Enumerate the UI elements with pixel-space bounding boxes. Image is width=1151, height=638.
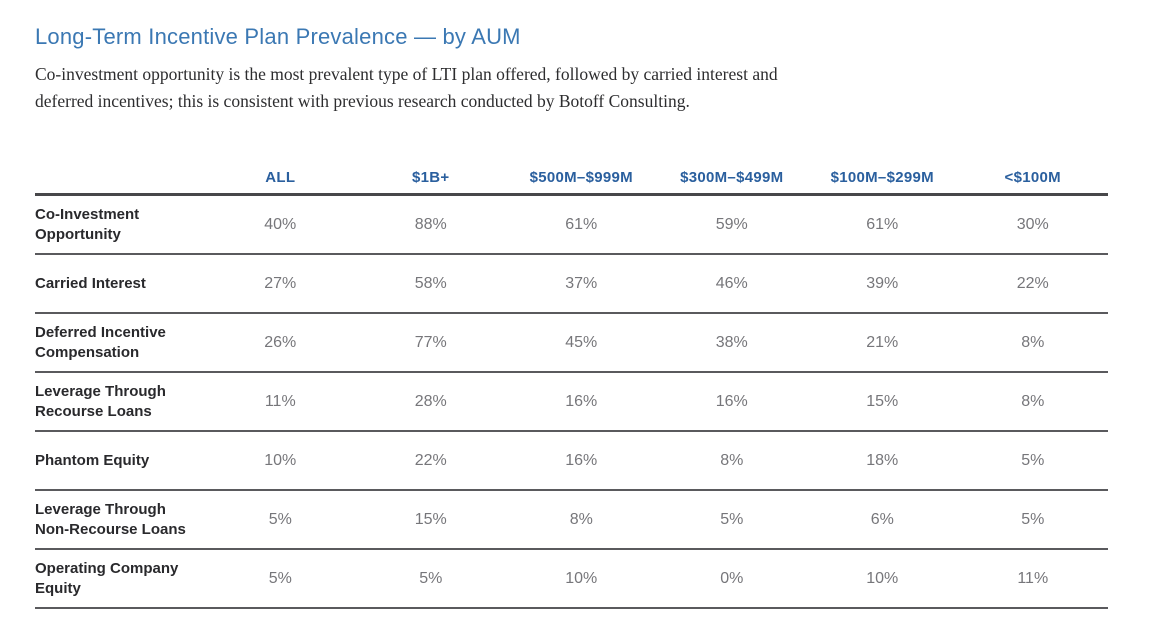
value-cell: 8% [720, 451, 744, 469]
column-header: <$100M [1004, 169, 1061, 186]
value-cell: 5% [419, 569, 443, 587]
lti-prevalence-table: ALL $1B+ $500M–$999M $300M–$499M $100M–$299M… [35, 162, 1108, 609]
value-cell: 77% [414, 333, 447, 351]
row-label: Co-Investment Opportunity [35, 205, 140, 243]
value-cell: 21% [866, 333, 899, 351]
value-cell: 8% [1021, 392, 1045, 410]
value-cell: 28% [414, 392, 447, 410]
value-cell: 15% [866, 392, 899, 410]
value-cell: 22% [414, 451, 447, 469]
column-header: $300M–$499M [680, 169, 784, 186]
value-cell: 16% [565, 392, 598, 410]
column-header: $500M–$999M [529, 169, 633, 186]
row-label: Leverage Through Recourse Loans [35, 382, 166, 420]
value-cell: 38% [715, 333, 748, 351]
value-cell: 16% [565, 451, 598, 469]
value-cell: 26% [264, 333, 297, 351]
column-header: $100M–$299M [830, 169, 934, 186]
value-cell: 61% [866, 215, 899, 233]
table-row: Deferred Incentive Compensation 26% 77% 45%… [35, 314, 1108, 373]
table-body: Co-Investment Opportunity 40% 88% 61% 59% 61%… [35, 196, 1108, 609]
row-label: Deferred Incentive Compensation [35, 323, 166, 361]
row-label: Phantom Equity [35, 451, 150, 469]
value-cell: 8% [569, 510, 593, 528]
table-row: Phantom Equity 10% 22% 16% 8% 18% 5% [35, 432, 1108, 491]
value-cell: 5% [268, 569, 292, 587]
value-cell: 0% [720, 569, 744, 587]
value-cell: 18% [866, 451, 899, 469]
intro-paragraph: Co-investment opportunity is the most pr… [35, 61, 778, 116]
table-row: Operating Company Equity 5% 5% 10% 0% 10% 11% [35, 550, 1108, 609]
column-header: ALL [265, 169, 296, 186]
value-cell: 27% [264, 274, 297, 292]
intro-line-1: Co-investment opportunity is the most pr… [35, 64, 778, 84]
value-cell: 8% [1021, 333, 1045, 351]
value-cell: 5% [1021, 451, 1045, 469]
table-row: Co-Investment Opportunity 40% 88% 61% 59% 61%… [35, 196, 1108, 255]
value-cell: 6% [870, 510, 894, 528]
value-cell: 5% [720, 510, 744, 528]
row-label: Operating Company Equity [35, 559, 179, 597]
value-cell: 61% [565, 215, 598, 233]
value-cell: 10% [264, 451, 297, 469]
row-label: Leverage Through Non-Recourse Loans [35, 500, 186, 538]
value-cell: 59% [715, 215, 748, 233]
value-cell: 16% [715, 392, 748, 410]
value-cell: 46% [715, 274, 748, 292]
value-cell: 88% [414, 215, 447, 233]
value-cell: 11% [1017, 569, 1049, 587]
value-cell: 40% [264, 215, 297, 233]
value-cell: 45% [565, 333, 598, 351]
value-cell: 37% [565, 274, 598, 292]
value-cell: 22% [1016, 274, 1049, 292]
table-row: Leverage Through Non-Recourse Loans 5% 15%… [35, 491, 1108, 550]
value-cell: 11% [264, 392, 296, 410]
table-header-row: ALL $1B+ $500M–$999M $300M–$499M $100M–$299M… [35, 162, 1108, 196]
column-header: $1B+ [412, 169, 450, 186]
value-cell: 5% [1021, 510, 1045, 528]
table-row: Leverage Through Recourse Loans 11% 28% 16%… [35, 373, 1108, 432]
row-label: Carried Interest [35, 274, 146, 292]
value-cell: 58% [414, 274, 447, 292]
value-cell: 10% [866, 569, 899, 587]
value-cell: 30% [1016, 215, 1049, 233]
value-cell: 10% [565, 569, 598, 587]
intro-line-2: deferred incentives; this is consistent … [35, 91, 690, 112]
value-cell: 15% [414, 510, 447, 528]
page-title: Long-Term Incentive Plan Prevalence — by… [35, 24, 521, 49]
table-row: Carried Interest 27% 58% 37% 46% 39% 22% [35, 255, 1108, 314]
value-cell: 39% [866, 274, 899, 292]
value-cell: 5% [268, 510, 292, 528]
